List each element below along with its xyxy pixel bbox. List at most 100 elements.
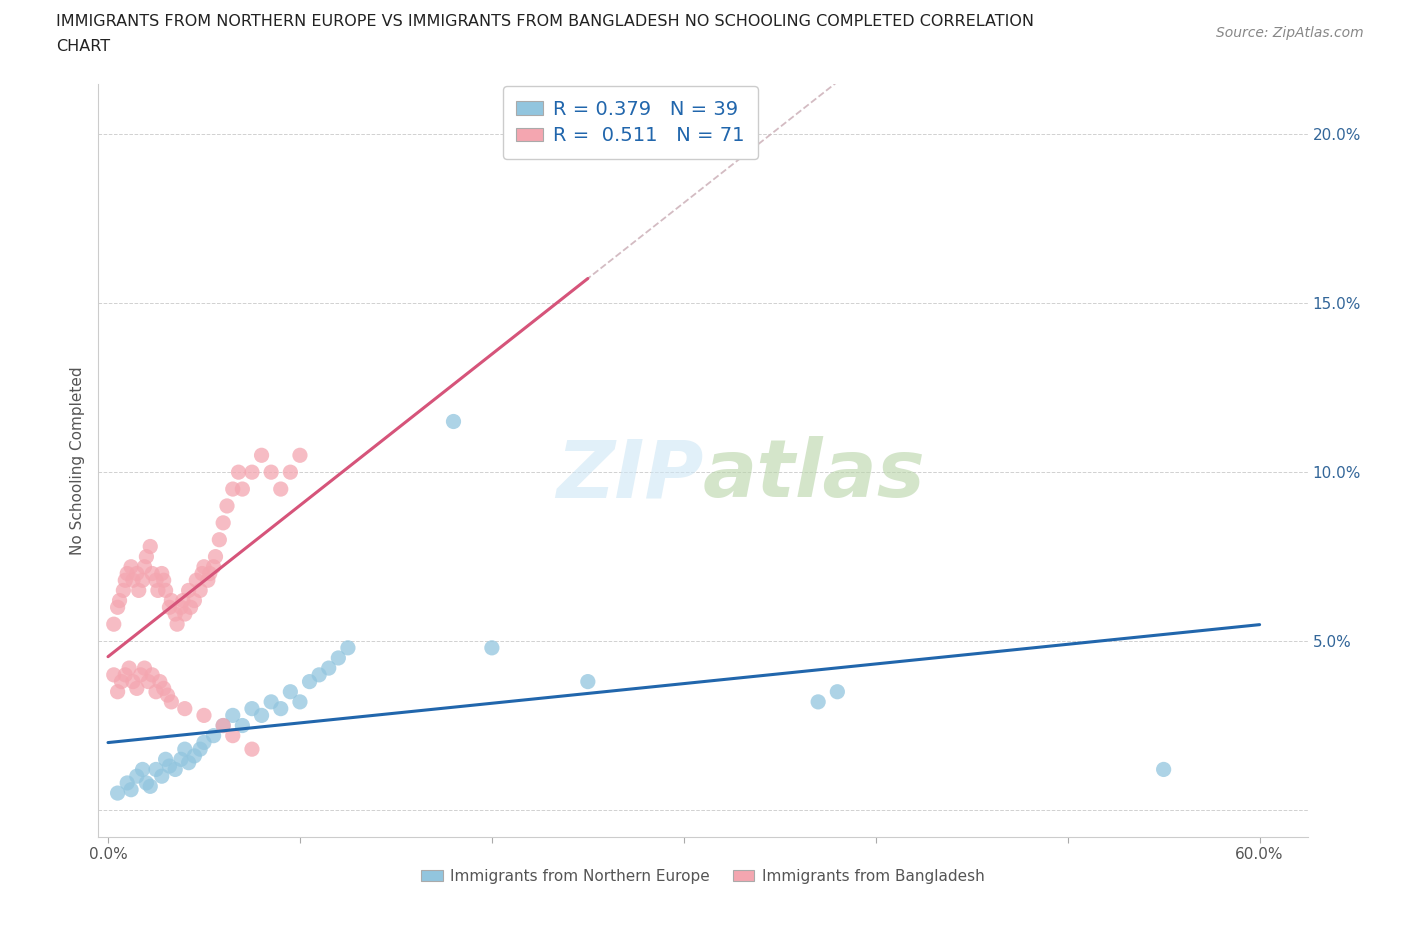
Point bbox=[173, 701, 195, 716]
Point bbox=[222, 482, 245, 497]
Point bbox=[155, 583, 177, 598]
Point bbox=[107, 684, 129, 699]
Point bbox=[193, 559, 215, 574]
Point bbox=[228, 465, 250, 480]
Point bbox=[146, 583, 169, 598]
Point bbox=[160, 695, 183, 710]
Point bbox=[134, 559, 156, 574]
Point bbox=[212, 718, 235, 733]
Point bbox=[193, 708, 215, 723]
Point bbox=[183, 749, 205, 764]
Text: ZIP: ZIP bbox=[555, 436, 703, 514]
Point bbox=[215, 498, 238, 513]
Point bbox=[114, 573, 136, 588]
Point bbox=[288, 695, 311, 710]
Point bbox=[231, 482, 253, 497]
Point bbox=[166, 617, 188, 631]
Point bbox=[198, 566, 221, 581]
Point bbox=[202, 559, 225, 574]
Point bbox=[240, 701, 263, 716]
Point bbox=[288, 448, 311, 463]
Point bbox=[188, 583, 211, 598]
Point bbox=[128, 583, 150, 598]
Point bbox=[173, 742, 195, 757]
Point bbox=[183, 593, 205, 608]
Point bbox=[173, 606, 195, 621]
Point bbox=[298, 674, 321, 689]
Point bbox=[204, 550, 226, 565]
Point bbox=[107, 600, 129, 615]
Point bbox=[145, 684, 167, 699]
Point bbox=[180, 600, 202, 615]
Point bbox=[231, 718, 253, 733]
Point bbox=[120, 782, 142, 797]
Point bbox=[336, 641, 359, 656]
Point bbox=[240, 742, 263, 757]
Point bbox=[120, 559, 142, 574]
Point bbox=[159, 759, 181, 774]
Point bbox=[110, 674, 132, 689]
Point bbox=[150, 566, 173, 581]
Point bbox=[270, 482, 292, 497]
Point bbox=[131, 573, 153, 588]
Point bbox=[197, 573, 219, 588]
Point bbox=[115, 566, 138, 581]
Legend: R = 0.379   N = 39, R =  0.511   N = 71: R = 0.379 N = 39, R = 0.511 N = 71 bbox=[502, 86, 758, 159]
Point bbox=[129, 668, 152, 683]
Point bbox=[270, 701, 292, 716]
Point bbox=[135, 550, 157, 565]
Point bbox=[112, 583, 135, 598]
Point bbox=[135, 776, 157, 790]
Point bbox=[318, 660, 340, 675]
Point bbox=[165, 606, 187, 621]
Point bbox=[122, 674, 145, 689]
Point bbox=[177, 583, 200, 598]
Point bbox=[107, 786, 129, 801]
Point bbox=[250, 708, 273, 723]
Point bbox=[139, 539, 162, 554]
Point bbox=[152, 681, 174, 696]
Point bbox=[188, 742, 211, 757]
Point bbox=[131, 762, 153, 777]
Point bbox=[145, 762, 167, 777]
Text: IMMIGRANTS FROM NORTHERN EUROPE VS IMMIGRANTS FROM BANGLADESH NO SCHOOLING COMPL: IMMIGRANTS FROM NORTHERN EUROPE VS IMMIG… bbox=[56, 14, 1035, 29]
Point bbox=[149, 674, 172, 689]
Point bbox=[152, 573, 174, 588]
Text: CHART: CHART bbox=[56, 39, 110, 54]
Point bbox=[827, 684, 849, 699]
Point bbox=[108, 593, 131, 608]
Point bbox=[136, 674, 159, 689]
Point bbox=[125, 769, 148, 784]
Point bbox=[481, 641, 503, 656]
Point bbox=[212, 718, 235, 733]
Point bbox=[202, 728, 225, 743]
Point bbox=[134, 660, 156, 675]
Point bbox=[212, 515, 235, 530]
Point bbox=[280, 465, 302, 480]
Point bbox=[125, 681, 148, 696]
Text: Source: ZipAtlas.com: Source: ZipAtlas.com bbox=[1216, 26, 1364, 40]
Point bbox=[250, 448, 273, 463]
Point bbox=[125, 566, 148, 581]
Point bbox=[170, 751, 193, 766]
Point bbox=[260, 465, 283, 480]
Point bbox=[150, 769, 173, 784]
Point bbox=[260, 695, 283, 710]
Point bbox=[208, 532, 231, 547]
Point bbox=[103, 617, 125, 631]
Point bbox=[177, 755, 200, 770]
Point bbox=[160, 593, 183, 608]
Point bbox=[193, 735, 215, 750]
Point bbox=[222, 728, 245, 743]
Point bbox=[139, 779, 162, 794]
Point bbox=[172, 593, 194, 608]
Point bbox=[141, 668, 163, 683]
Point bbox=[576, 674, 599, 689]
Point bbox=[170, 600, 193, 615]
Point bbox=[159, 600, 181, 615]
Point bbox=[145, 573, 167, 588]
Point bbox=[308, 668, 330, 683]
Point bbox=[122, 573, 145, 588]
Point bbox=[280, 684, 302, 699]
Point bbox=[114, 668, 136, 683]
